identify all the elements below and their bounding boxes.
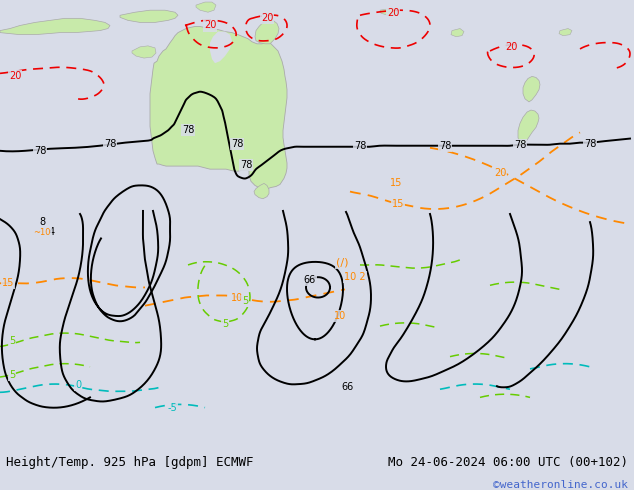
Text: 10: 10 <box>334 311 346 321</box>
Text: 15: 15 <box>390 178 402 189</box>
Polygon shape <box>559 28 572 36</box>
Text: ~10: ~10 <box>33 228 51 237</box>
Polygon shape <box>0 18 110 35</box>
Text: 15: 15 <box>2 278 14 288</box>
Text: (/): (/) <box>336 258 348 268</box>
Text: 66: 66 <box>304 275 316 285</box>
Text: -5: -5 <box>167 403 177 413</box>
Polygon shape <box>196 2 216 12</box>
Polygon shape <box>120 10 178 23</box>
Text: 20: 20 <box>387 8 399 18</box>
Text: 20: 20 <box>494 168 506 178</box>
Polygon shape <box>132 46 156 58</box>
Text: 8: 8 <box>39 217 45 227</box>
Text: 10 2: 10 2 <box>344 272 366 282</box>
Text: 10: 10 <box>231 293 243 302</box>
Text: 78: 78 <box>354 141 366 151</box>
Polygon shape <box>380 8 398 15</box>
Text: 5: 5 <box>9 336 15 346</box>
Text: 78: 78 <box>514 140 526 149</box>
Text: 78: 78 <box>584 139 596 148</box>
Text: 78: 78 <box>231 139 243 148</box>
Text: 78: 78 <box>240 160 252 170</box>
Text: 20: 20 <box>505 42 517 52</box>
Text: 78: 78 <box>104 139 116 148</box>
Text: 66: 66 <box>342 382 354 392</box>
Polygon shape <box>254 183 269 199</box>
Polygon shape <box>255 21 279 44</box>
Text: 78: 78 <box>182 125 194 135</box>
Polygon shape <box>518 110 539 145</box>
Text: Height/Temp. 925 hPa [gdpm] ECMWF: Height/Temp. 925 hPa [gdpm] ECMWF <box>6 456 254 469</box>
Text: 0: 0 <box>75 380 81 390</box>
Text: 20: 20 <box>261 13 273 24</box>
Text: Mo 24-06-2024 06:00 UTC (00+102): Mo 24-06-2024 06:00 UTC (00+102) <box>387 456 628 469</box>
Text: 5: 5 <box>9 370 15 380</box>
Text: 5: 5 <box>222 319 228 329</box>
Polygon shape <box>451 28 464 37</box>
Text: 15: 15 <box>392 199 404 209</box>
Text: ©weatheronline.co.uk: ©weatheronline.co.uk <box>493 480 628 490</box>
Polygon shape <box>150 26 287 190</box>
Text: 20: 20 <box>9 72 21 81</box>
Text: 5: 5 <box>242 295 248 306</box>
Text: 20: 20 <box>204 21 216 30</box>
Text: 4: 4 <box>49 227 55 237</box>
Text: 78: 78 <box>34 146 46 156</box>
Text: 78: 78 <box>439 141 451 151</box>
Polygon shape <box>523 76 540 102</box>
Polygon shape <box>210 31 232 63</box>
